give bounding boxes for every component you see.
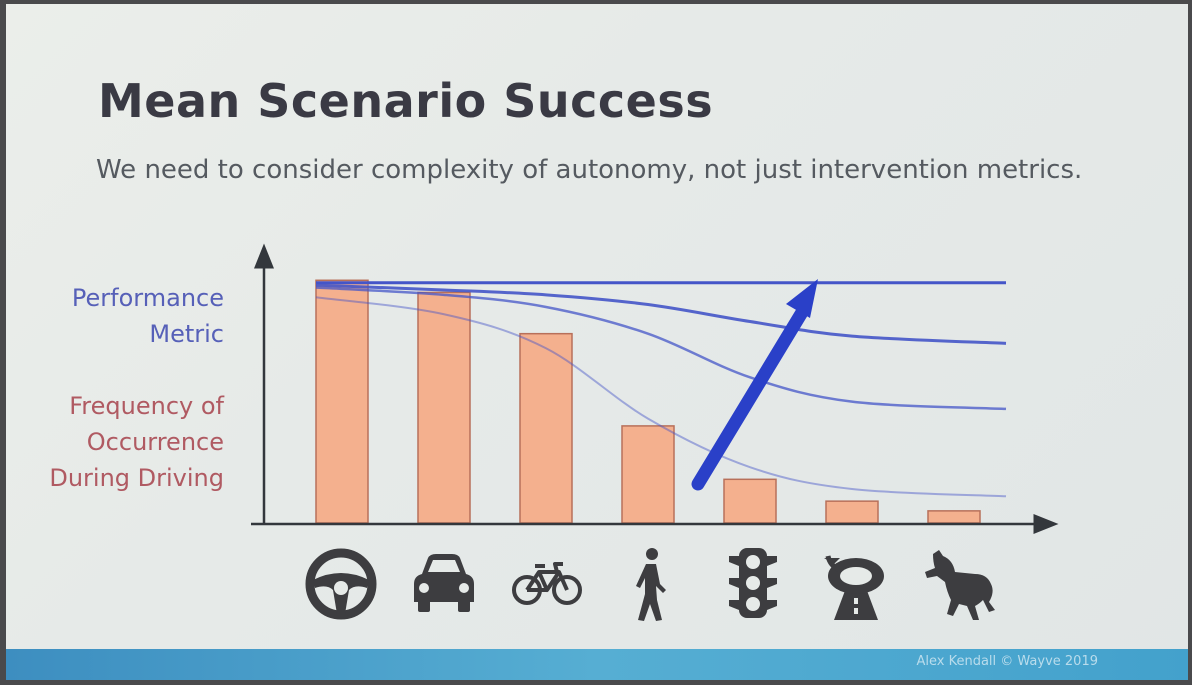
- frequency-label-line: Frequency of: [69, 392, 224, 420]
- bar-horse: [927, 510, 981, 524]
- improvement-arrow: [691, 279, 818, 491]
- roundabout-icon: [824, 555, 884, 620]
- performance-label-line: Metric: [149, 320, 224, 348]
- performance-label-line: Performance: [71, 284, 224, 312]
- performance-curve-2: [315, 283, 1007, 345]
- bar-bicycle: [519, 332, 573, 524]
- traffic-light-icon: [729, 548, 777, 618]
- bar-car: [417, 291, 471, 524]
- pedestrian-icon: [636, 548, 666, 621]
- horse-icon: [925, 550, 995, 620]
- bars-group: [315, 279, 981, 524]
- slide-subtitle: We need to consider complexity of autono…: [96, 155, 1083, 185]
- bar-pedestrian: [621, 425, 675, 524]
- steering-wheel-icon: [305, 548, 377, 620]
- car-icon: [414, 554, 474, 612]
- slide-title: Mean Scenario Success: [98, 74, 714, 128]
- performance-curve-3: [315, 286, 1007, 411]
- footer-bar: Alex Kendall © Wayve 2019: [6, 649, 1188, 680]
- frequency-label-line: Occurrence: [86, 428, 224, 456]
- frequency-label-line: During Driving: [49, 464, 224, 492]
- footer-credit: Alex Kendall © Wayve 2019: [916, 654, 1098, 669]
- bar-steering-wheel: [315, 279, 369, 524]
- lines-group: [315, 281, 1007, 498]
- bar-roundabout: [825, 500, 879, 524]
- performance-metric-label: Performance Metric: [72, 280, 224, 352]
- chart: [251, 243, 1059, 534]
- slide: Mean Scenario Success We need to conside…: [6, 4, 1188, 680]
- performance-curve-4: [315, 296, 1007, 498]
- bicycle-icon: [512, 562, 582, 605]
- frequency-label: Frequency of Occurrence During Driving: [49, 388, 224, 496]
- bar-traffic-light: [723, 478, 777, 524]
